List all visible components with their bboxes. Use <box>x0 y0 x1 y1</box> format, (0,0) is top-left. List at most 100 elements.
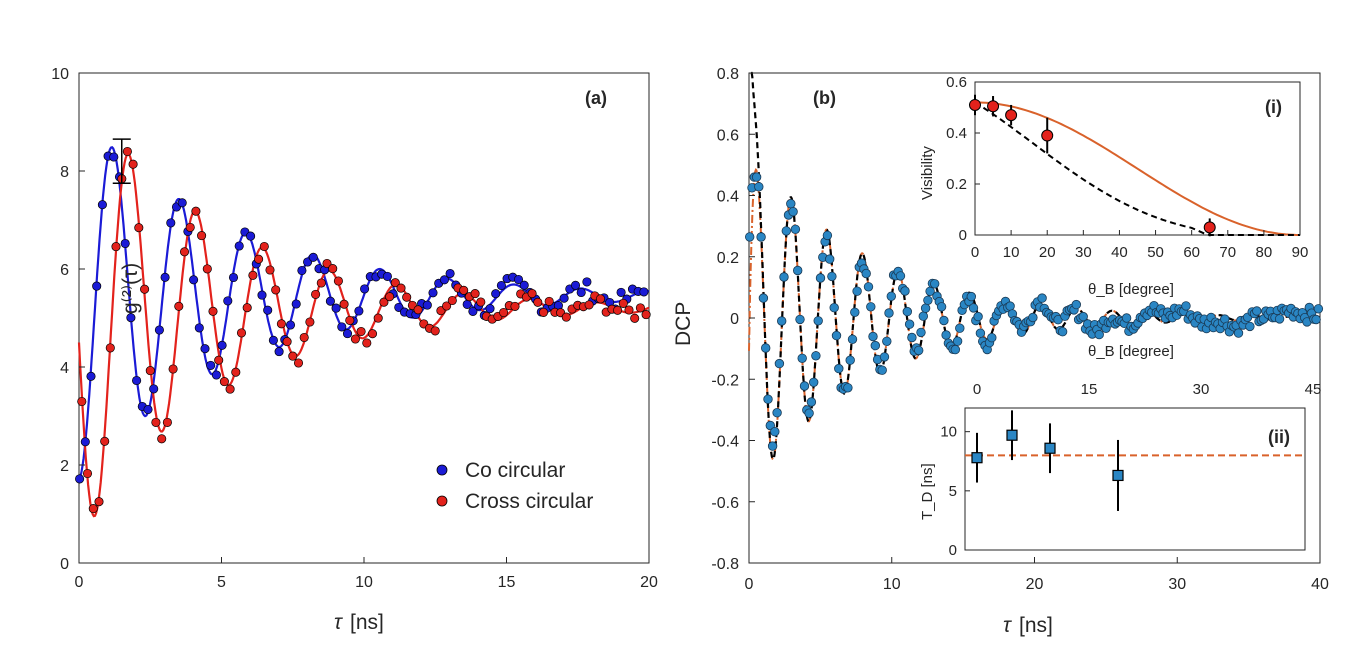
panel-a-point-cross <box>299 332 309 343</box>
panel-a-point-co <box>491 289 501 299</box>
panel-a-point-co <box>120 238 130 249</box>
panel-b-point <box>767 441 778 451</box>
panel-a-point-cross <box>225 384 235 394</box>
panel-a-point-cross <box>94 497 104 507</box>
panel-a-point-cross <box>162 417 172 427</box>
panel-b-point <box>1057 327 1068 337</box>
panel-b: 0 10 20 30 40 0.8 0.6 0.4 0.2 0 -0.2 -0.4 -0.6 -0.8 (… <box>672 66 1329 637</box>
panel-a-point-co <box>445 268 455 279</box>
panel-a-ticks: 0 5 10 15 20 0 2 4 6 8 10 <box>51 66 658 591</box>
panel-a-ytick-label: 2 <box>60 458 69 475</box>
panel-a-point-cross <box>111 242 121 252</box>
panel-a-point-cross <box>271 285 281 295</box>
inset-ii-xtick-label: 15 <box>1081 381 1098 398</box>
panel-b-point <box>1028 312 1038 323</box>
inset-i-point <box>1203 221 1216 234</box>
panel-a-point-co <box>92 281 102 291</box>
panel-b-point <box>866 302 876 312</box>
panel-b-point <box>886 291 897 302</box>
panel-b-xtick-label: 40 <box>1311 576 1329 593</box>
inset-ii-frame <box>964 407 1306 551</box>
panel-a-xtick-label: 10 <box>355 574 373 591</box>
inset-i-xtick-label: 0 <box>971 244 979 261</box>
panel-a-point-co <box>462 299 472 309</box>
inset-i-ylabel: Visibility <box>919 146 936 200</box>
inset-i-xtick-label: 50 <box>1147 244 1164 261</box>
panel-b-point <box>920 303 931 313</box>
panel-a-point-co <box>126 313 136 323</box>
panel-a-point-cross <box>316 278 326 288</box>
panel-a: 0 5 10 15 20 0 2 4 6 8 10 (a) g⁽²⁾(τ) τ [ns] Co ci… <box>51 66 658 634</box>
panel-a-point-cross <box>635 303 645 313</box>
panel-b-point <box>811 351 821 361</box>
inset-ii-point <box>971 452 983 464</box>
panel-b-point <box>751 172 762 182</box>
panel-b-point <box>831 330 842 341</box>
panel-b-point <box>987 333 997 343</box>
panel-a-point-cross <box>379 297 389 307</box>
panel-a-point-cross <box>293 358 304 368</box>
panel-a-point-co <box>97 200 107 210</box>
panel-a-point-cross <box>174 301 184 311</box>
panel-a-point-cross <box>333 276 343 286</box>
panel-a-point-cross <box>185 222 195 232</box>
panel-a-point-cross <box>345 315 355 325</box>
panel-a-point-cross <box>88 504 98 514</box>
inset-ii-ytick-label: 0 <box>949 542 957 559</box>
legend-label-cross: Cross circular <box>465 490 593 513</box>
panel-a-point-cross <box>561 312 571 322</box>
panel-a-point-cross <box>447 295 457 306</box>
panel-b-point <box>772 408 782 418</box>
panel-a-point-co <box>582 277 592 287</box>
panel-a-point-cross <box>624 305 634 315</box>
panel-a-point-cross <box>151 417 161 427</box>
panel-a-point-cross <box>641 310 651 320</box>
panel-a-point-cross <box>618 298 628 308</box>
panel-a-point-cross <box>595 294 606 304</box>
inset-i-xlabel: θ_B [degree] <box>1088 281 1174 298</box>
panel-b-xlabel-unit: [ns] <box>1019 614 1053 637</box>
panel-b-point <box>1181 301 1191 311</box>
inset-i-fit-curve <box>974 101 1300 236</box>
panel-b-point <box>813 316 823 326</box>
panel-a-point-co <box>223 296 233 306</box>
inset-i-ytick-label: 0.4 <box>946 125 967 142</box>
panel-b-point <box>829 303 839 313</box>
inset-ii-ytick-label: 5 <box>949 483 957 500</box>
panel-b-point <box>795 314 805 325</box>
panel-a-point-co <box>468 306 478 316</box>
panel-a-point-co <box>75 474 85 484</box>
panel-a-point-cross <box>459 285 469 295</box>
panel-a-ytick-label: 0 <box>60 556 69 573</box>
panel-a-point-co <box>149 384 159 394</box>
panel-b-xtick-label: 30 <box>1168 576 1186 593</box>
panel-a-xtick-label: 15 <box>498 574 516 591</box>
panel-b-point <box>834 363 844 374</box>
legend-marker-co <box>436 464 448 476</box>
inset-i-frame <box>974 81 1301 236</box>
inset-ii-point <box>1044 442 1056 454</box>
panel-a-point-co <box>439 275 449 285</box>
panel-b-xtick-label: 0 <box>745 576 754 593</box>
panel-a-point-cross <box>350 334 360 344</box>
panel-a-point-co <box>268 335 278 345</box>
panel-b-point <box>907 332 917 343</box>
panel-b-ytick-label: -0.2 <box>711 372 739 389</box>
panel-b-point <box>799 381 810 391</box>
panel-b-point <box>950 344 961 355</box>
panel-b-label: (b) <box>813 88 836 108</box>
panel-b-point <box>790 224 801 235</box>
panel-b-point <box>879 352 890 362</box>
panel-a-point-cross <box>613 305 623 315</box>
panel-b-point <box>930 279 940 289</box>
panel-a-xtick-label: 20 <box>640 574 658 591</box>
panel-a-point-cross <box>288 351 298 361</box>
panel-b-point <box>1005 301 1015 311</box>
panel-a-point-cross <box>499 307 509 318</box>
panel-b-point <box>1245 321 1255 332</box>
panel-b-point <box>781 226 792 236</box>
panel-b-point <box>847 334 858 345</box>
panel-a-ytick-label: 8 <box>60 164 69 181</box>
panel-a-point-cross <box>282 337 292 347</box>
